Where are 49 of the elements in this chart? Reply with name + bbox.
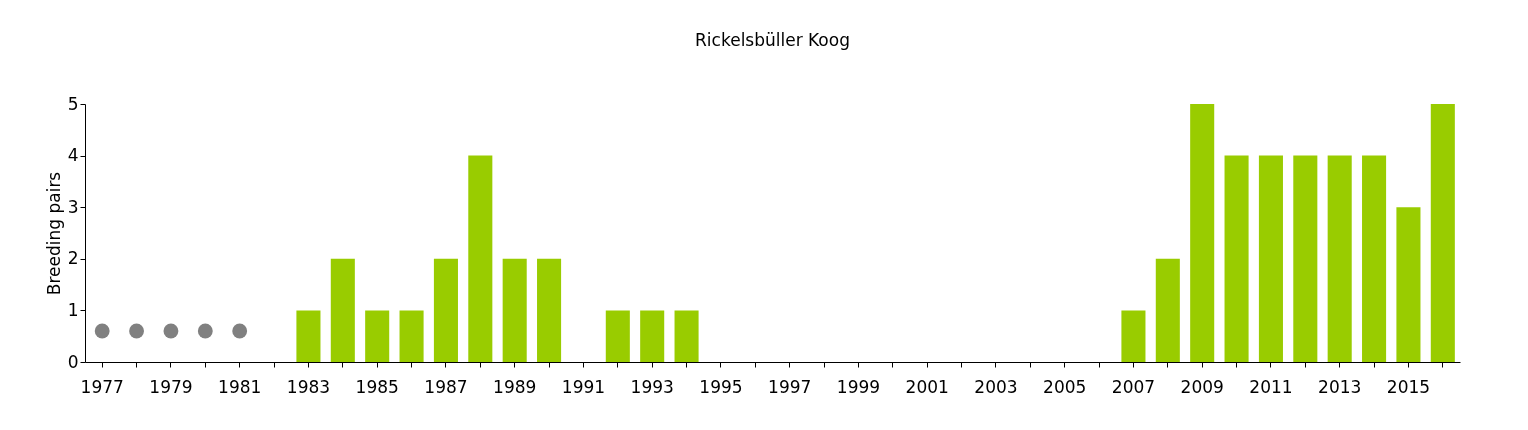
x-tick-label: 1989 bbox=[493, 376, 537, 397]
bar bbox=[433, 258, 458, 362]
bar bbox=[1362, 155, 1387, 362]
x-tick-label: 2007 bbox=[1111, 376, 1156, 397]
bar bbox=[1293, 155, 1318, 362]
bar bbox=[1121, 310, 1146, 362]
bar bbox=[1258, 155, 1283, 362]
y-tick-label: 2 bbox=[67, 248, 79, 269]
bar bbox=[330, 258, 355, 362]
y-tick-label: 4 bbox=[67, 145, 79, 166]
bar bbox=[468, 155, 493, 362]
y-tick-label: 0 bbox=[67, 351, 79, 372]
x-tick-label: 1987 bbox=[424, 376, 468, 397]
x-tick-label: 2003 bbox=[974, 376, 1018, 397]
x-tick-label: 1991 bbox=[561, 376, 606, 397]
x-tick-label: 1977 bbox=[80, 376, 124, 397]
bar bbox=[296, 310, 321, 362]
bar bbox=[502, 258, 527, 362]
x-tick-label: 1979 bbox=[149, 376, 193, 397]
bar bbox=[640, 310, 665, 362]
x-tick-label: 1985 bbox=[355, 376, 399, 397]
bar bbox=[1224, 155, 1249, 362]
chart-title: Rickelsbüller Koog bbox=[695, 30, 850, 50]
bar bbox=[1430, 104, 1455, 362]
bar bbox=[1327, 155, 1352, 362]
x-tick-label: 2011 bbox=[1249, 376, 1293, 397]
x-tick-label: 2005 bbox=[1043, 376, 1087, 397]
x-tick-label: 1981 bbox=[218, 376, 262, 397]
bar bbox=[605, 310, 630, 362]
y-axis-title: Breeding pairs bbox=[43, 171, 64, 296]
y-tick-label: 3 bbox=[67, 196, 79, 217]
x-tick-label: 1993 bbox=[630, 376, 674, 397]
x-tick-label: 2015 bbox=[1386, 376, 1431, 397]
y-tick-label: 1 bbox=[67, 299, 79, 320]
x-tick-label: 2009 bbox=[1180, 376, 1224, 397]
x-tick-label: 2001 bbox=[905, 376, 949, 397]
x-tick-label: 2013 bbox=[1318, 376, 1362, 397]
x-tick-label: 1983 bbox=[286, 376, 331, 397]
bar bbox=[1396, 207, 1421, 362]
bar bbox=[399, 310, 424, 362]
bar bbox=[537, 258, 562, 362]
y-tick-label: 5 bbox=[67, 93, 79, 114]
x-tick-label: 1999 bbox=[836, 376, 881, 397]
bar bbox=[365, 310, 390, 362]
x-tick-label: 1995 bbox=[699, 376, 743, 397]
x-tick-label: 1997 bbox=[768, 376, 812, 397]
bar bbox=[674, 310, 699, 362]
bar bbox=[1155, 258, 1180, 362]
bar bbox=[1190, 104, 1215, 362]
